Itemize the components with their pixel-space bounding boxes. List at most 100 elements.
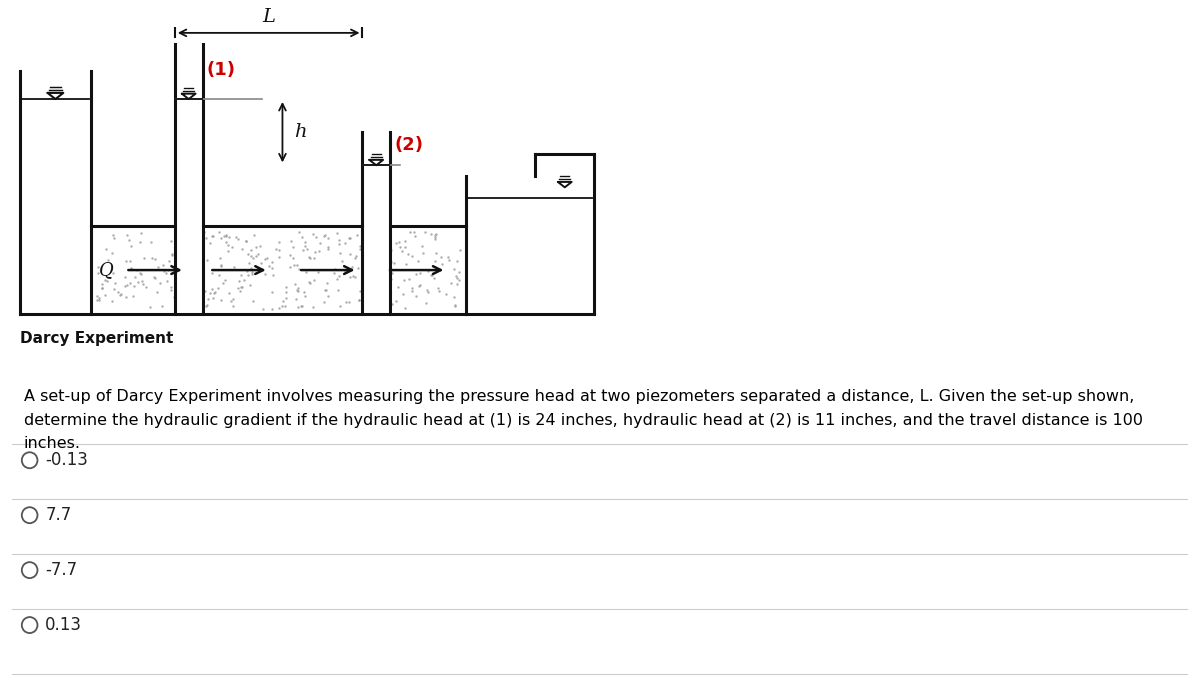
Point — [450, 245, 469, 256]
Point — [239, 269, 258, 280]
Point — [202, 267, 221, 278]
Point — [445, 300, 464, 311]
Point — [295, 291, 314, 302]
Point — [293, 232, 312, 243]
Text: 0.13: 0.13 — [46, 616, 83, 634]
Point — [266, 244, 286, 254]
Point — [121, 263, 140, 274]
Point — [404, 226, 424, 237]
Point — [115, 272, 134, 283]
Point — [102, 295, 121, 306]
Point — [92, 278, 112, 289]
Point — [335, 266, 354, 277]
Point — [421, 269, 440, 280]
Point — [421, 228, 440, 239]
Point — [270, 252, 289, 263]
Point — [162, 236, 181, 247]
Text: Darcy Experiment: Darcy Experiment — [20, 331, 173, 345]
Point — [413, 241, 432, 252]
Point — [353, 289, 372, 300]
Point — [244, 252, 263, 263]
Point — [288, 285, 307, 295]
Point — [210, 253, 229, 264]
Point — [211, 261, 230, 272]
Point — [425, 230, 444, 241]
Point — [439, 255, 458, 266]
Point — [232, 282, 251, 293]
Point — [127, 265, 146, 276]
Text: -0.13: -0.13 — [46, 451, 88, 469]
Point — [427, 228, 446, 239]
Point — [448, 272, 467, 283]
Point — [419, 286, 438, 297]
Point — [269, 244, 288, 255]
Point — [310, 246, 329, 256]
Point — [102, 248, 121, 259]
Point — [406, 291, 425, 302]
Point — [125, 280, 144, 291]
Point — [304, 228, 323, 239]
Point — [242, 250, 262, 261]
Point — [346, 252, 365, 263]
Point — [314, 296, 334, 307]
Point — [281, 261, 300, 272]
Point — [408, 256, 427, 267]
Point — [386, 238, 406, 249]
Point — [262, 256, 281, 267]
Point — [296, 240, 316, 251]
Point — [140, 302, 160, 313]
Point — [98, 254, 118, 265]
Point — [232, 269, 251, 280]
Point — [115, 280, 134, 291]
Point — [330, 239, 349, 250]
Point — [341, 248, 360, 259]
Point — [242, 268, 262, 279]
Point — [396, 302, 415, 313]
Point — [394, 289, 413, 300]
Point — [389, 237, 408, 248]
Point — [294, 244, 313, 255]
Point — [204, 292, 223, 303]
Point — [430, 286, 449, 297]
Point — [96, 244, 115, 254]
Point — [346, 271, 365, 282]
Point — [342, 262, 361, 273]
Point — [239, 248, 258, 259]
Point — [104, 232, 124, 243]
Point — [395, 241, 414, 252]
Text: Q: Q — [98, 261, 114, 279]
Point — [288, 260, 307, 271]
Point — [317, 285, 336, 295]
Point — [382, 274, 401, 285]
Point — [157, 275, 176, 286]
Point — [142, 237, 161, 248]
Point — [149, 261, 168, 272]
Point — [103, 267, 122, 278]
Point — [242, 267, 262, 278]
Point — [318, 241, 337, 252]
Point — [302, 302, 322, 313]
Point — [413, 248, 432, 259]
Point — [160, 256, 179, 267]
Point — [293, 300, 312, 311]
Point — [426, 255, 445, 266]
Point — [204, 231, 223, 241]
Point — [198, 293, 217, 304]
Point — [116, 292, 136, 303]
Point — [89, 261, 108, 272]
Point — [300, 278, 319, 289]
Point — [402, 251, 421, 262]
Point — [330, 248, 349, 259]
Point — [218, 240, 238, 251]
Point — [196, 233, 215, 244]
Point — [410, 280, 430, 291]
Point — [256, 253, 275, 264]
Point — [437, 288, 456, 299]
Point — [424, 272, 443, 283]
Point — [259, 261, 278, 272]
Point — [205, 286, 224, 297]
Point — [209, 282, 228, 293]
Point — [396, 259, 415, 269]
Point — [324, 268, 343, 279]
Point — [110, 289, 130, 300]
